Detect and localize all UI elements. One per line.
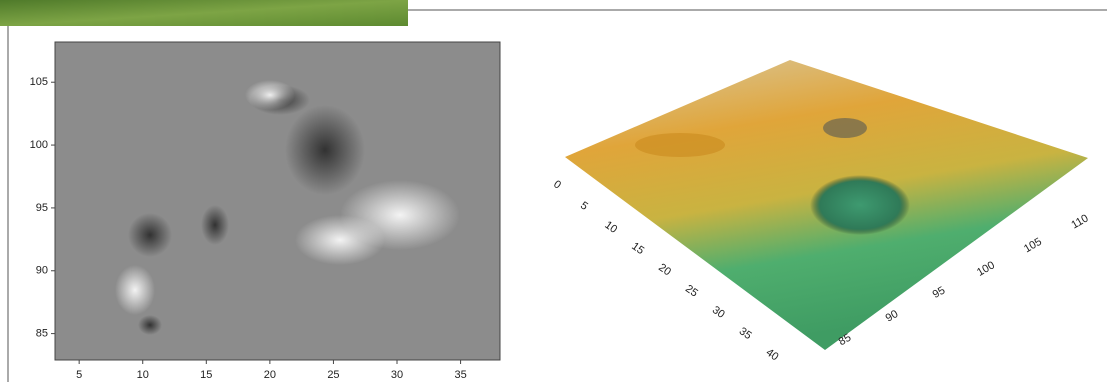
peak (823, 118, 867, 138)
x-tick-label: 20 (656, 261, 673, 278)
surface (565, 60, 1088, 350)
highlight (115, 265, 155, 315)
y-tick-label: 90 (36, 265, 48, 277)
hillshade (55, 42, 500, 360)
depression (810, 175, 910, 235)
y-tick-label: 100 (975, 259, 997, 279)
x-tick-label: 35 (454, 369, 466, 381)
shade (128, 213, 172, 257)
x-tick-label: 20 (264, 369, 276, 381)
x-tick-label: 40 (764, 346, 781, 363)
y-tick-label: 95 (931, 284, 948, 301)
x-tick-label: 15 (200, 369, 212, 381)
highlight (295, 215, 385, 265)
y-tick-label: 100 (30, 139, 48, 151)
x-tick-label: 5 (578, 200, 590, 213)
shade (138, 315, 162, 335)
x-tick-label: 30 (710, 304, 727, 321)
shade (285, 105, 365, 195)
ridge (635, 133, 725, 157)
y-tick-label: 105 (30, 76, 48, 88)
x-tick-label: 5 (76, 369, 82, 381)
x-tick-label: 15 (629, 240, 646, 257)
x-tick-label: 30 (391, 369, 403, 381)
page: {"chart_data": [ {"type": "raster", "xli… (0, 0, 1107, 382)
y-tick-label: 105 (1022, 236, 1044, 256)
x-tick-label: 35 (737, 325, 754, 342)
y-tick-label: 110 (1069, 212, 1090, 231)
x-tick-label: 10 (602, 219, 619, 236)
y-tick-label: 85 (36, 328, 48, 340)
y-tick-label: 90 (884, 308, 901, 325)
x-tick-label: 25 (683, 283, 700, 300)
figure: 5 10 15 20 25 30 35 85 90 95 100 105 0 5 10 15 20 25 30 35 4… (0, 0, 1107, 382)
x-tick-label: 10 (137, 369, 149, 381)
x-tick-label: 0 (551, 178, 563, 191)
highlight (245, 80, 295, 110)
y-tick-label: 95 (36, 202, 48, 214)
shade (201, 205, 229, 245)
banner-image (0, 0, 408, 26)
x-tick-label: 25 (327, 369, 339, 381)
